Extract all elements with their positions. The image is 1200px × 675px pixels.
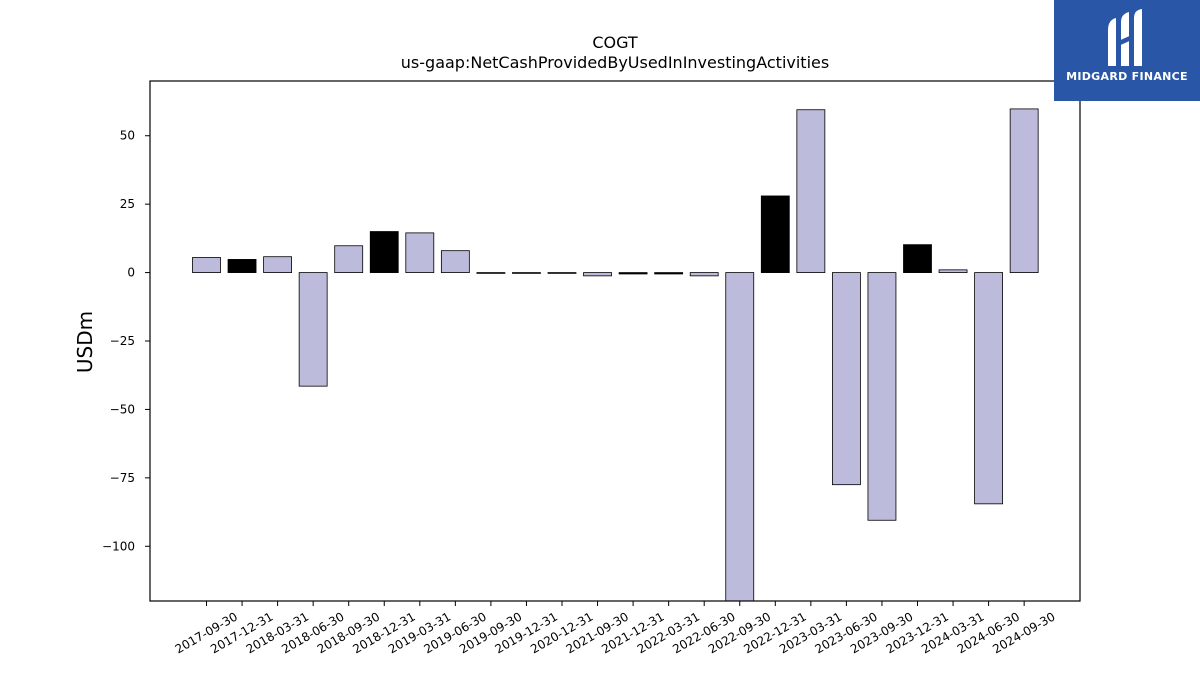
bar-2023-12-31 bbox=[903, 244, 932, 273]
bar-2023-03-31 bbox=[796, 109, 826, 273]
bar-2019-03-31 bbox=[405, 232, 435, 273]
plot-frame bbox=[149, 80, 1081, 602]
bar-2022-06-30 bbox=[689, 272, 719, 277]
bar-2019-06-30 bbox=[440, 250, 470, 273]
bar-2018-03-31 bbox=[263, 256, 293, 273]
y-axis-ticks: 50 25 0 −25 −50 −75 −100 bbox=[102, 129, 150, 553]
brand-name: MIDGARD FINANCE bbox=[1066, 70, 1188, 83]
bar-2021-09-30 bbox=[583, 272, 612, 277]
y-tick-label: 25 bbox=[120, 197, 135, 211]
midgard-logo-icon bbox=[1108, 9, 1142, 66]
bar-2018-12-31 bbox=[369, 231, 399, 273]
bar-2018-06-30 bbox=[298, 272, 328, 387]
chart-title: COGT bbox=[592, 33, 638, 52]
y-axis-label: USDm bbox=[73, 311, 97, 373]
bar-2022-03-31 bbox=[654, 272, 684, 275]
y-tick-label: −50 bbox=[110, 402, 135, 416]
bar-2022-09-30 bbox=[725, 272, 755, 602]
bar-2024-09-30 bbox=[1009, 108, 1039, 273]
bar-2023-09-30 bbox=[867, 272, 897, 521]
y-tick-label: −75 bbox=[110, 471, 135, 485]
y-tick-label: −100 bbox=[102, 539, 135, 553]
chart-subtitle: us-gaap:NetCashProvidedByUsedInInvesting… bbox=[401, 53, 829, 72]
bar-2024-06-30 bbox=[974, 272, 1003, 505]
x-axis-ticks: 2017-09-302017-12-312018-03-312018-06-30… bbox=[173, 601, 1058, 656]
bar-2019-09-30 bbox=[476, 272, 506, 274]
bar-2017-12-31 bbox=[227, 259, 257, 273]
bar-2019-12-31 bbox=[512, 272, 541, 274]
bar-2020-12-31 bbox=[547, 272, 577, 274]
bars-group bbox=[192, 108, 1039, 602]
y-tick-label: 0 bbox=[127, 266, 135, 280]
bar-2021-12-31 bbox=[618, 272, 648, 275]
bar-2017-09-30 bbox=[192, 257, 221, 273]
bar-2022-12-31 bbox=[760, 195, 790, 273]
y-tick-label: −25 bbox=[110, 334, 135, 348]
bar-2024-03-31 bbox=[938, 269, 968, 273]
bar-2023-06-30 bbox=[832, 272, 861, 486]
brand-logo: MIDGARD FINANCE bbox=[1054, 0, 1200, 101]
y-tick-label: 50 bbox=[120, 129, 135, 143]
bar-2018-09-30 bbox=[334, 245, 364, 273]
